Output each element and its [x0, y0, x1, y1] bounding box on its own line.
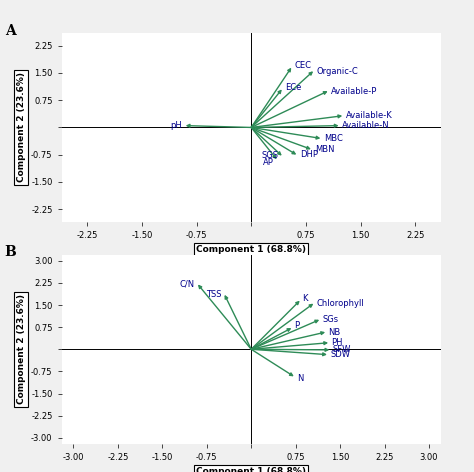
- Text: SFW: SFW: [332, 346, 351, 354]
- Text: Available-N: Available-N: [342, 121, 390, 130]
- Text: Organic-C: Organic-C: [317, 67, 359, 76]
- Text: CEC: CEC: [294, 61, 311, 70]
- Text: AP: AP: [263, 158, 274, 167]
- X-axis label: Component 1 (68.8%): Component 1 (68.8%): [196, 245, 306, 254]
- Text: DHP: DHP: [300, 150, 318, 159]
- Text: ECe: ECe: [285, 83, 301, 92]
- Text: SGs: SGs: [322, 315, 338, 324]
- X-axis label: Component 1 (68.8%): Component 1 (68.8%): [196, 467, 306, 472]
- Text: C/N: C/N: [180, 280, 195, 289]
- Text: K: K: [302, 294, 308, 303]
- Y-axis label: Component 2 (23.6%): Component 2 (23.6%): [17, 294, 26, 405]
- Text: Available-P: Available-P: [331, 87, 378, 96]
- Text: pH: pH: [170, 121, 182, 130]
- Text: SGS: SGS: [261, 151, 278, 160]
- Text: N: N: [297, 374, 303, 383]
- Text: Available-K: Available-K: [346, 111, 393, 120]
- Text: MBN: MBN: [315, 145, 334, 154]
- Text: Chlorophyll: Chlorophyll: [317, 299, 364, 308]
- Text: B: B: [5, 245, 17, 260]
- Text: TSS: TSS: [206, 290, 222, 299]
- Text: NB: NB: [328, 328, 340, 337]
- Text: P: P: [294, 321, 299, 330]
- Text: A: A: [5, 24, 16, 38]
- Text: SDW: SDW: [330, 350, 350, 359]
- Text: PH: PH: [331, 338, 343, 347]
- Y-axis label: Component 2 (23.6%): Component 2 (23.6%): [17, 72, 26, 183]
- Text: MBC: MBC: [324, 134, 343, 143]
